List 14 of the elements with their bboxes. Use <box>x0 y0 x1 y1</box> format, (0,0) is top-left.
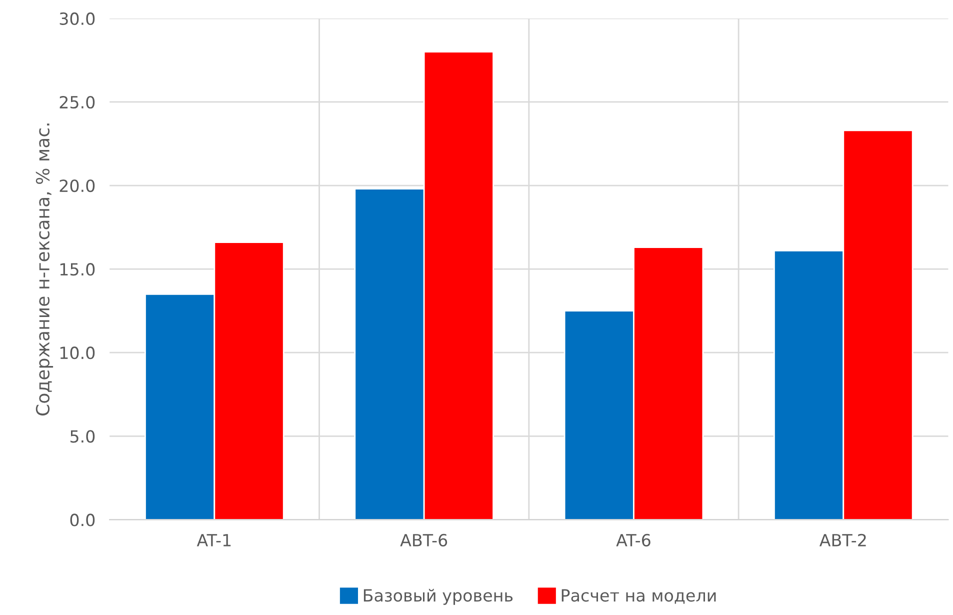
y-tick-label: 5.0 <box>70 430 95 443</box>
y-tick-label: 25.0 <box>60 96 95 109</box>
x-tick-label: ABT-6 <box>400 534 448 546</box>
y-tick-label: 20.0 <box>60 179 95 192</box>
legend-label: Расчет на модели <box>562 589 716 604</box>
x-tick-label: AT-6 <box>616 534 650 546</box>
y-tick-label: 15.0 <box>60 263 95 276</box>
legend-label: Базовый уровень <box>364 588 513 605</box>
x-tick-label: ABT-2 <box>819 534 866 546</box>
x-tick-label: AT-1 <box>196 534 231 546</box>
y-tick-label: 0.0 <box>70 514 95 526</box>
y-axis-title: Содержание н-гексана, % мас. <box>36 124 54 416</box>
y-tick-label: 30.0 <box>60 12 95 26</box>
y-tick-label: 10.0 <box>60 346 95 360</box>
